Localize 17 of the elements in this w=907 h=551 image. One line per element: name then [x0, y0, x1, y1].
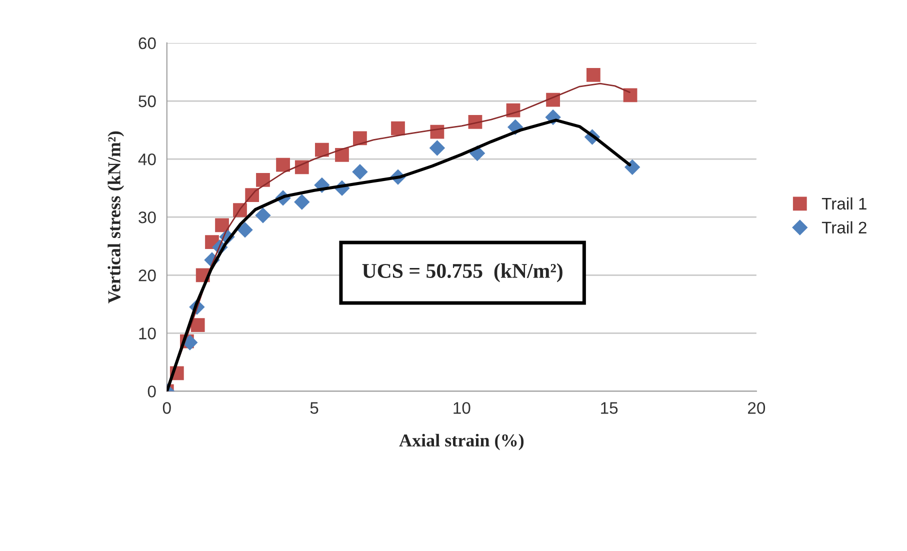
- y-tick-label: 20: [138, 270, 156, 282]
- legend-label: Trail 2: [822, 221, 866, 234]
- x-tick-label: 15: [601, 402, 618, 414]
- x-tick-label: 10: [454, 402, 470, 414]
- x-tick-label: 0: [162, 402, 171, 414]
- y-tick-label: 0: [148, 386, 156, 398]
- y-tick-label: 10: [139, 328, 156, 340]
- y-axis-title: Vertical stress (kN/m²): [108, 131, 124, 304]
- legend-label: Trail 1: [822, 197, 866, 210]
- y-tick-label: 30: [138, 211, 156, 224]
- x-tick-label: 20: [748, 402, 766, 414]
- annotation: UCS = 50.755 (kN/m²): [362, 263, 562, 282]
- y-tick-label: 50: [138, 95, 156, 108]
- y-tick-label: 60: [138, 37, 156, 50]
- x-axis-title: Axial strain (%): [399, 434, 524, 450]
- x-tick-label: 5: [310, 402, 318, 414]
- y-tick-label: 40: [138, 153, 156, 166]
